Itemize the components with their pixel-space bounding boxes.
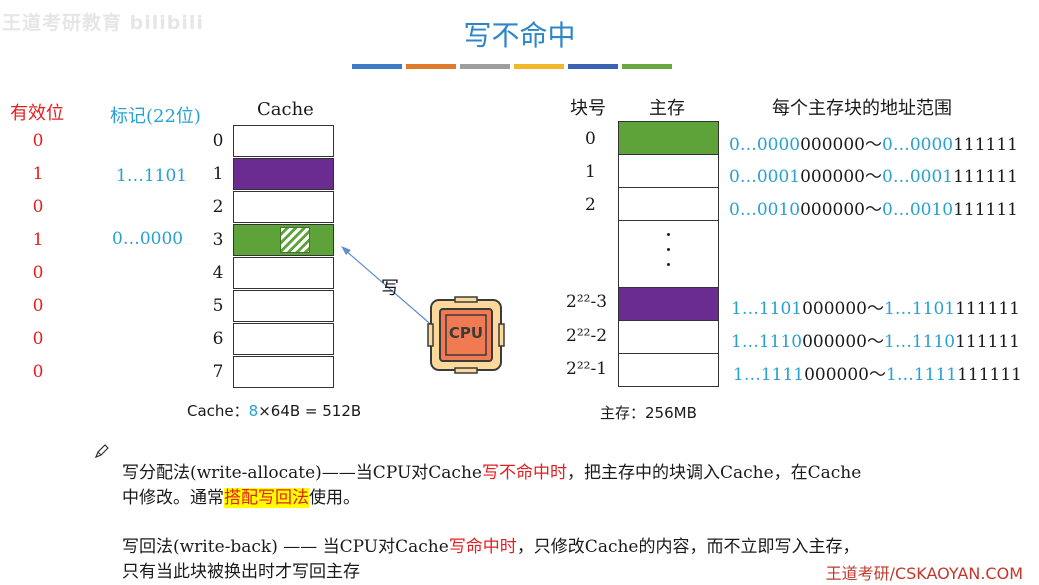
- cache-line-2: [233, 191, 334, 223]
- memory-block-number: 1: [585, 162, 596, 182]
- cache-line-0: [233, 125, 334, 157]
- cpu-label: CPU: [448, 324, 484, 342]
- cache-size-caption: Cache：8×64B = 512B: [187, 402, 362, 420]
- cache-line-6: [233, 323, 334, 355]
- write-arrow: [341, 246, 436, 329]
- cache-line-number: 7: [212, 362, 224, 382]
- title-bar-1: [352, 64, 402, 69]
- valid-bit-header: 有效位: [10, 103, 64, 124]
- address-range-row: 0…0010000000～0…0010111111: [729, 200, 1018, 220]
- cache-line-number: 4: [212, 263, 224, 283]
- cache-line-number: 1: [212, 164, 224, 184]
- memory-block-number: 2²²-2: [566, 326, 608, 346]
- cache-line-1: [233, 158, 334, 190]
- valid-bit: 0: [32, 329, 44, 349]
- memory-block-1: [618, 154, 719, 188]
- address-range-row: 1…1111000000～1…1111111111: [733, 365, 1022, 385]
- block-number-header: 块号: [570, 98, 606, 119]
- title-bar-6: [622, 64, 672, 69]
- cpu-chip-icon: [427, 296, 505, 374]
- cache-line-number: 0: [212, 131, 224, 151]
- cache-line-number: 2: [212, 197, 224, 217]
- valid-bit: 0: [32, 296, 44, 316]
- memory-block-2-22-2: [618, 320, 719, 354]
- tag-header: 标记(22位): [110, 106, 201, 127]
- cache-line-4: [233, 257, 334, 289]
- cache-line-5: [233, 290, 334, 322]
- write-allocate-text: 写分配法(write-allocate)——当CPU对Cache写不命中时，把主…: [122, 463, 862, 508]
- valid-bit: 0: [32, 197, 44, 217]
- page-title: 写不命中: [463, 19, 576, 52]
- valid-bit: 0: [32, 263, 44, 283]
- modified-word-hatch: [280, 227, 310, 253]
- memory-block-0: [618, 121, 719, 155]
- title-bar-2: [406, 64, 456, 69]
- memory-block-2-22-3: [618, 287, 719, 321]
- valid-bit: 0: [32, 131, 44, 151]
- valid-bit: 1: [32, 230, 44, 250]
- memory-block-number: 0: [585, 129, 596, 149]
- cache-header: Cache: [257, 99, 314, 120]
- memory-block-number: 2²²-1: [566, 359, 608, 379]
- highlight-write-back: 搭配写回法: [224, 488, 309, 508]
- tag-line-3: 0…0000: [112, 229, 184, 249]
- memory-size-caption: 主存：256MB: [600, 404, 697, 422]
- tag-line-1: 1…1101: [116, 166, 188, 186]
- memory-block-number: 2²²-3: [566, 292, 608, 312]
- cache-line-3: [233, 224, 334, 256]
- cache-line-number: 3: [212, 230, 224, 250]
- footer-brand: 王道考研/CSKAOYAN.COM: [825, 564, 1023, 583]
- memory-block-ellipsis: [618, 220, 719, 288]
- valid-bit: 0: [32, 362, 44, 382]
- address-range-row: 0…0000000000～0…0000111111: [729, 135, 1018, 155]
- title-bar-3: [460, 64, 510, 69]
- title-bar-4: [514, 64, 564, 69]
- address-range-header: 每个主存块的地址范围: [772, 98, 952, 119]
- address-range-row: 1…1101000000～1…1101111111: [731, 299, 1020, 319]
- cache-line-number: 6: [212, 329, 224, 349]
- title-bar-5: [568, 64, 618, 69]
- pencil-icon: [94, 444, 109, 459]
- watermark: 王道考研教育 bilibili: [2, 12, 204, 34]
- memory-block-2: [618, 187, 719, 221]
- cache-line-7: [233, 356, 334, 388]
- address-range-row: 0…0001000000～0…0001111111: [729, 167, 1018, 187]
- cache-line-number: 5: [212, 296, 224, 316]
- valid-bit: 1: [32, 164, 44, 184]
- write-label: 写: [381, 278, 399, 299]
- memory-block-number: 2: [585, 195, 596, 215]
- address-range-row: 1…1110000000～1…1110111111: [731, 332, 1020, 352]
- memory-block-2-22-1: [618, 353, 719, 387]
- memory-header: 主存: [649, 98, 685, 119]
- write-back-text: 写回法(write-back) —— 当CPU对Cache写命中时，只修改Cac…: [122, 537, 860, 582]
